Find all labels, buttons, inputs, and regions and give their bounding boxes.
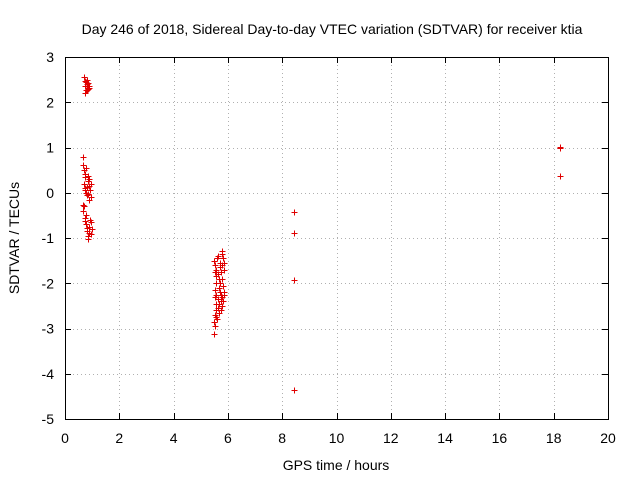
data-point	[84, 192, 91, 199]
chart-title: Day 246 of 2018, Sidereal Day-to-day VTE…	[82, 21, 583, 37]
data-point	[219, 276, 226, 283]
x-tick-label: 2	[115, 430, 123, 446]
data-point	[81, 181, 88, 188]
y-tick-label: -1	[42, 230, 55, 246]
y-tick-label: -5	[42, 411, 55, 427]
data-point	[221, 267, 228, 274]
x-tick-labels: 0 2 4 6 8 10 12 14 16 18 20	[61, 430, 616, 446]
x-axis-label: GPS time / hours	[283, 457, 390, 473]
data-point	[220, 298, 227, 305]
data-point	[218, 307, 225, 314]
data-point	[557, 173, 564, 180]
y-tick-label: -2	[42, 275, 55, 291]
data-point	[212, 287, 219, 294]
data-point	[212, 262, 219, 269]
x-tick-label: 18	[546, 430, 562, 446]
data-point	[85, 236, 92, 243]
data-point	[219, 303, 226, 310]
data-point	[221, 260, 228, 267]
data-point	[81, 74, 88, 81]
data-point	[291, 277, 298, 284]
data-point	[215, 253, 222, 260]
data-point	[85, 191, 92, 198]
data-point	[86, 197, 93, 204]
x-tick-label: 16	[492, 430, 508, 446]
plot-frame	[65, 57, 609, 420]
x-tick-label: 8	[278, 430, 286, 446]
data-point	[84, 87, 91, 94]
x-tick-label: 10	[329, 430, 345, 446]
y-axis-label: SDTVAR / TECUs	[6, 182, 22, 294]
data-points	[80, 74, 564, 394]
y-tick-label: -4	[42, 366, 55, 382]
data-point	[80, 208, 87, 215]
data-point	[89, 226, 96, 233]
data-point	[220, 283, 227, 290]
data-point	[83, 221, 90, 228]
data-point	[88, 181, 95, 188]
data-point	[80, 162, 87, 169]
grid	[65, 57, 608, 419]
data-point	[221, 292, 228, 299]
data-point	[291, 387, 298, 394]
data-point	[82, 78, 89, 85]
data-point	[80, 202, 87, 209]
data-point	[81, 203, 88, 210]
x-tick-label: 12	[383, 430, 399, 446]
data-point	[87, 187, 94, 194]
y-tick-label: 2	[46, 94, 54, 110]
data-point	[211, 319, 218, 326]
data-point	[86, 176, 93, 183]
y-tick-label: 0	[46, 185, 54, 201]
x-tick-label: 0	[61, 430, 69, 446]
data-point	[214, 316, 221, 323]
data-point	[213, 267, 220, 274]
data-point	[217, 280, 224, 287]
axis-ticks	[65, 57, 609, 420]
x-tick-label: 6	[224, 430, 232, 446]
data-point	[220, 255, 227, 262]
y-tick-label: 3	[46, 49, 54, 65]
data-point	[212, 323, 219, 330]
y-tick-label: -3	[42, 321, 55, 337]
data-point	[291, 209, 298, 216]
data-point	[211, 331, 218, 338]
data-point	[211, 258, 218, 265]
y-tick-labels: -5 -4 -3 -2 -1 0 1 2 3	[42, 49, 55, 427]
data-point	[88, 219, 95, 226]
y-tick-label: 1	[46, 140, 54, 156]
data-point	[80, 154, 87, 161]
x-tick-label: 20	[600, 430, 616, 446]
data-point	[219, 248, 226, 255]
data-point	[83, 165, 90, 172]
data-point	[83, 212, 90, 219]
data-point	[88, 231, 95, 238]
data-point	[85, 173, 92, 180]
data-point	[557, 145, 564, 152]
x-tick-label: 14	[437, 430, 453, 446]
data-point	[216, 285, 223, 292]
x-tick-label: 4	[170, 430, 178, 446]
data-point	[85, 86, 92, 93]
data-point	[82, 218, 89, 225]
data-point	[291, 230, 298, 237]
